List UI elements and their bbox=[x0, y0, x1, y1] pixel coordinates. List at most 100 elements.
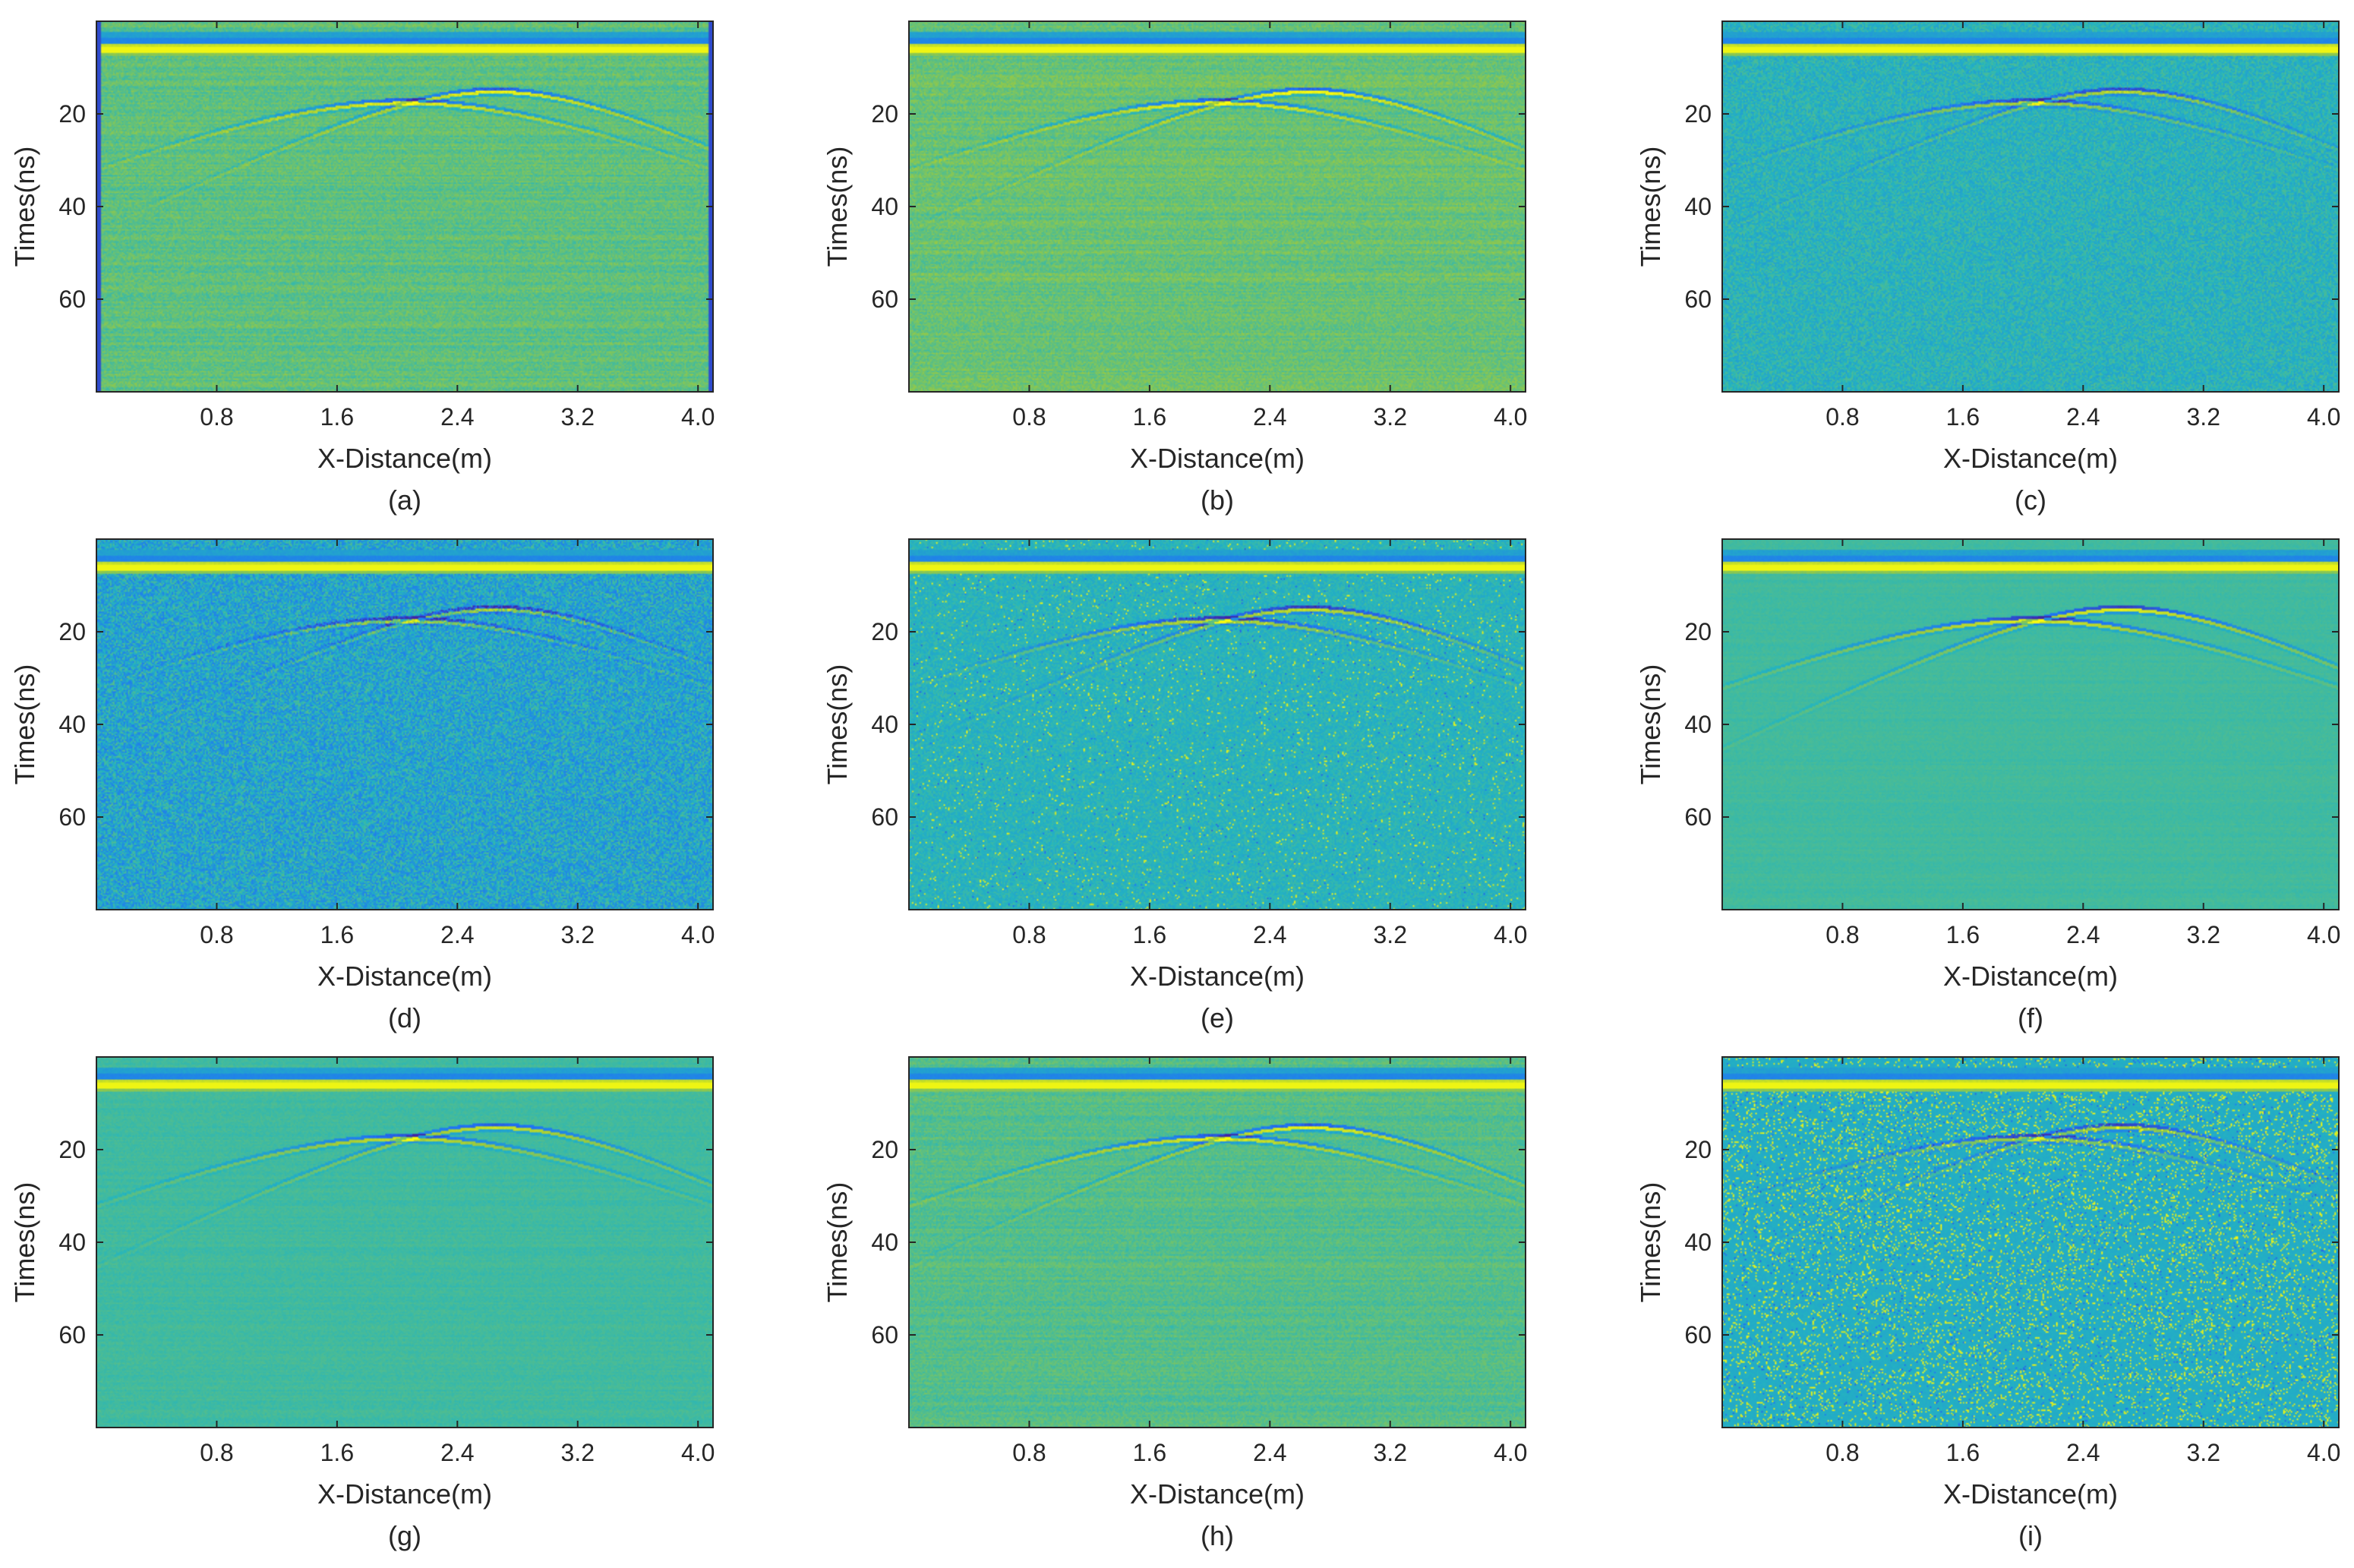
x-axis-label: X-Distance(m) bbox=[317, 443, 492, 474]
y-tick-label: 40 bbox=[871, 1229, 898, 1256]
heatmap-image bbox=[909, 21, 1526, 392]
x-tick-label: 3.2 bbox=[1374, 1439, 1407, 1466]
x-tick-label: 1.6 bbox=[1133, 403, 1166, 431]
y-tick-label: 40 bbox=[58, 193, 86, 220]
y-tick-label: 40 bbox=[1684, 711, 1712, 738]
x-axis-label: X-Distance(m) bbox=[1130, 443, 1305, 474]
subplot-b: 0.8 1.6 2.4 3.2 4.0 20 40 60 X-Distance(m) Times(… bbox=[822, 21, 1527, 516]
panel-caption: (h) bbox=[1201, 1520, 1234, 1551]
x-tick-label: 3.2 bbox=[561, 403, 595, 431]
x-tick-label: 3.2 bbox=[561, 921, 595, 948]
panel-caption: (i) bbox=[2018, 1520, 2043, 1551]
x-tick-label: 1.6 bbox=[1133, 1439, 1166, 1466]
y-tick-label: 60 bbox=[871, 286, 898, 313]
subplot-e: 0.8 1.6 2.4 3.2 4.0 20 40 60 X-Distance(m) Times(… bbox=[822, 538, 1527, 1033]
subplot-c: 0.8 1.6 2.4 3.2 4.0 20 40 60 X-Distance(m) Times(… bbox=[1635, 21, 2340, 516]
panel-caption: (a) bbox=[388, 484, 421, 516]
subplot-i: 0.8 1.6 2.4 3.2 4.0 20 40 60 X-Distance(m) Times(… bbox=[1635, 1056, 2340, 1551]
x-tick-label: 4.0 bbox=[2307, 921, 2340, 948]
y-axis-label: Times(ns) bbox=[1635, 147, 1666, 267]
x-tick-label: 4.0 bbox=[1494, 921, 1527, 948]
panel-caption: (f) bbox=[2018, 1002, 2043, 1033]
x-tick-label: 4.0 bbox=[2307, 403, 2340, 431]
panel-caption: (c) bbox=[2015, 484, 2046, 516]
heatmap-image bbox=[96, 539, 713, 910]
heatmap-image bbox=[909, 539, 1526, 910]
x-tick-label: 4.0 bbox=[1494, 403, 1527, 431]
y-tick-label: 20 bbox=[58, 618, 86, 645]
x-tick-label: 1.6 bbox=[1946, 1439, 1980, 1466]
y-axis-label: Times(ns) bbox=[822, 1182, 853, 1303]
x-tick-label: 3.2 bbox=[1374, 921, 1407, 948]
x-tick-label: 0.8 bbox=[1825, 921, 1859, 948]
x-tick-label: 4.0 bbox=[1494, 1439, 1527, 1466]
x-tick-label: 2.4 bbox=[2066, 403, 2100, 431]
x-tick-label: 2.4 bbox=[2066, 1439, 2100, 1466]
x-axis-label: X-Distance(m) bbox=[317, 1478, 492, 1510]
x-tick-label: 2.4 bbox=[1253, 921, 1286, 948]
panel-caption: (d) bbox=[388, 1002, 421, 1033]
x-tick-label: 0.8 bbox=[1825, 403, 1859, 431]
y-tick-label: 20 bbox=[1684, 618, 1712, 645]
x-tick-label: 3.2 bbox=[2187, 1439, 2220, 1466]
y-tick-label: 20 bbox=[58, 100, 86, 128]
y-tick-label: 60 bbox=[1684, 286, 1712, 313]
x-tick-label: 4.0 bbox=[681, 403, 715, 431]
y-tick-label: 20 bbox=[1684, 100, 1712, 128]
subplot-d: 0.8 1.6 2.4 3.2 4.0 20 40 60 X-Distance(m) Times(… bbox=[9, 538, 715, 1033]
x-tick-label: 2.4 bbox=[440, 1439, 474, 1466]
y-tick-label: 60 bbox=[871, 1321, 898, 1349]
heatmap-image bbox=[909, 1057, 1526, 1428]
x-tick-label: 0.8 bbox=[1012, 403, 1046, 431]
y-tick-label: 60 bbox=[871, 803, 898, 831]
x-tick-label: 1.6 bbox=[320, 403, 354, 431]
heatmap-image bbox=[1722, 539, 2339, 910]
x-axis-label: X-Distance(m) bbox=[1943, 1478, 2118, 1510]
x-axis-label: X-Distance(m) bbox=[317, 961, 492, 992]
x-tick-label: 1.6 bbox=[320, 921, 354, 948]
x-tick-label: 0.8 bbox=[1012, 921, 1046, 948]
panel-caption: (g) bbox=[388, 1520, 421, 1551]
panel-caption: (b) bbox=[1201, 484, 1234, 516]
x-tick-label: 3.2 bbox=[2187, 403, 2220, 431]
x-tick-label: 2.4 bbox=[1253, 1439, 1286, 1466]
y-tick-label: 40 bbox=[58, 711, 86, 738]
y-tick-label: 60 bbox=[58, 803, 86, 831]
x-axis-label: X-Distance(m) bbox=[1943, 961, 2118, 992]
y-tick-label: 40 bbox=[871, 193, 898, 220]
subplot-f: 0.8 1.6 2.4 3.2 4.0 20 40 60 X-Distance(m) Times(… bbox=[1635, 538, 2340, 1033]
x-tick-label: 2.4 bbox=[440, 403, 474, 431]
x-axis-label: X-Distance(m) bbox=[1130, 961, 1305, 992]
x-tick-label: 0.8 bbox=[200, 403, 233, 431]
subplot-a: 0.8 1.6 2.4 3.2 4.0 20 40 60 X-Distance(m) Times(… bbox=[9, 21, 715, 516]
y-axis-label: Times(ns) bbox=[1635, 664, 1666, 785]
x-tick-label: 1.6 bbox=[1946, 403, 1980, 431]
y-axis-label: Times(ns) bbox=[822, 147, 853, 267]
heatmap-image bbox=[96, 21, 713, 392]
x-tick-label: 3.2 bbox=[2187, 921, 2220, 948]
y-tick-label: 20 bbox=[871, 1136, 898, 1163]
x-tick-label: 1.6 bbox=[320, 1439, 354, 1466]
x-tick-label: 1.6 bbox=[1133, 921, 1166, 948]
panel-caption: (e) bbox=[1201, 1002, 1234, 1033]
x-axis-label: X-Distance(m) bbox=[1130, 1478, 1305, 1510]
x-tick-label: 4.0 bbox=[681, 1439, 715, 1466]
y-tick-label: 40 bbox=[871, 711, 898, 738]
x-tick-label: 0.8 bbox=[1012, 1439, 1046, 1466]
x-tick-label: 4.0 bbox=[681, 921, 715, 948]
y-axis-label: Times(ns) bbox=[1635, 1182, 1666, 1303]
y-axis-label: Times(ns) bbox=[822, 664, 853, 785]
subplot-g: 0.8 1.6 2.4 3.2 4.0 20 40 60 X-Distance(m) Times(… bbox=[9, 1056, 715, 1551]
x-tick-label: 4.0 bbox=[2307, 1439, 2340, 1466]
x-tick-label: 0.8 bbox=[1825, 1439, 1859, 1466]
x-tick-label: 0.8 bbox=[200, 921, 233, 948]
x-axis-label: X-Distance(m) bbox=[1943, 443, 2118, 474]
y-tick-label: 40 bbox=[58, 1229, 86, 1256]
y-tick-label: 60 bbox=[58, 1321, 86, 1349]
y-axis-label: Times(ns) bbox=[9, 1182, 40, 1303]
x-tick-label: 2.4 bbox=[1253, 403, 1286, 431]
x-tick-label: 3.2 bbox=[561, 1439, 595, 1466]
x-tick-label: 0.8 bbox=[200, 1439, 233, 1466]
y-tick-label: 40 bbox=[1684, 1229, 1712, 1256]
